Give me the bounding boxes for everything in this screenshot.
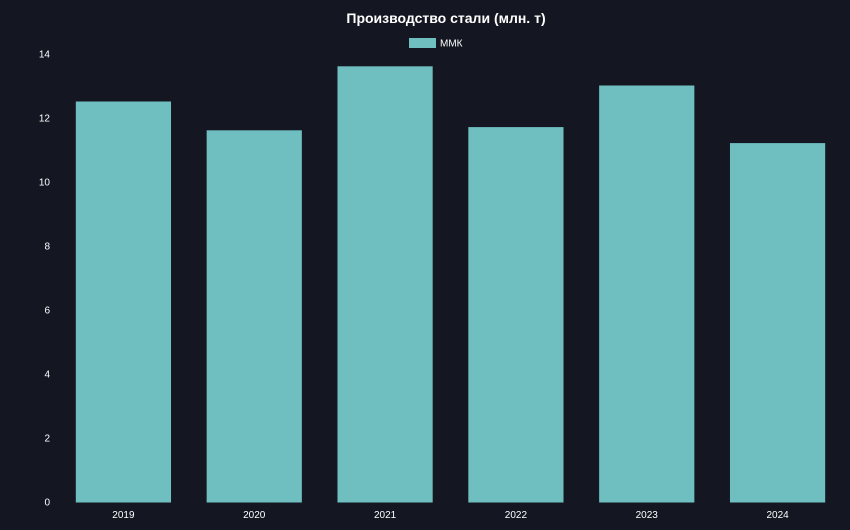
bar-2020 — [206, 130, 302, 503]
y-tick-label: 4 — [44, 370, 50, 381]
y-tick-label: 12 — [39, 114, 51, 125]
y-tick-label: 8 — [44, 242, 50, 253]
bar-2021 — [337, 66, 433, 503]
bars — [75, 66, 826, 503]
legend-swatch — [409, 38, 436, 48]
y-tick-label: 10 — [39, 178, 51, 189]
y-tick-label: 6 — [44, 306, 50, 317]
x-tick-label: 2023 — [636, 510, 659, 521]
bar-2024 — [729, 143, 826, 503]
x-tick-label: 2019 — [112, 510, 135, 521]
y-tick-label: 0 — [44, 498, 50, 509]
legend: ММК — [409, 38, 463, 50]
x-tick-label: 2021 — [374, 510, 397, 521]
x-tick-label: 2024 — [766, 510, 789, 521]
y-tick-label: 2 — [44, 434, 50, 445]
bar-2023 — [599, 85, 695, 503]
bar-2022 — [468, 127, 564, 503]
bar-2019 — [75, 101, 172, 503]
legend-label-mmk: ММК — [440, 39, 463, 50]
x-tick-label: 2022 — [505, 510, 528, 521]
y-tick-label: 14 — [39, 50, 51, 61]
x-tick-label: 2020 — [243, 510, 266, 521]
y-axis: 0 2 4 6 8 10 12 14 — [39, 50, 51, 509]
chart-title: Производство стали (млн. т) — [346, 10, 545, 26]
x-axis: 2019 2020 2021 2022 2023 2024 — [112, 510, 789, 521]
